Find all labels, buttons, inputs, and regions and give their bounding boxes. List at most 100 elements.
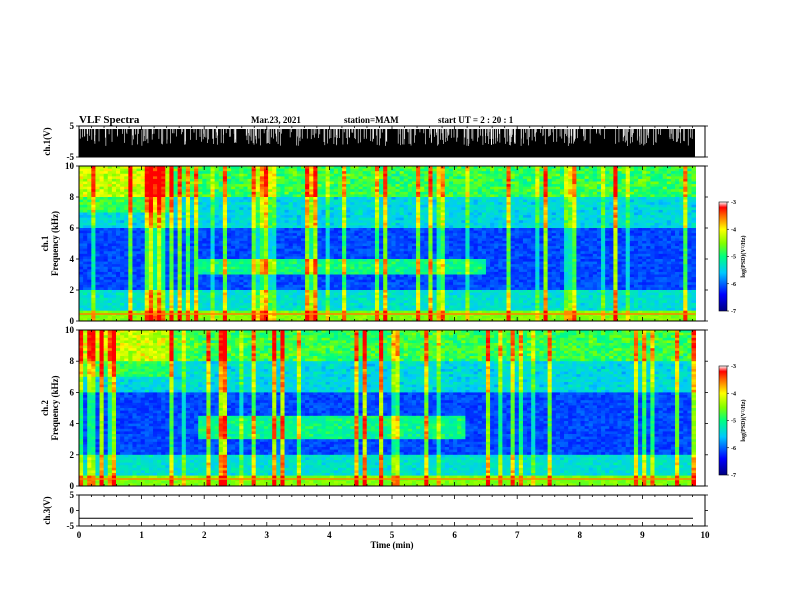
ch1-spectrogram-cell	[124, 235, 129, 239]
ch1-spectrogram-cell	[358, 173, 364, 177]
ch1-spectrogram-cell	[342, 269, 347, 273]
ch1-spectrogram-cell	[231, 261, 236, 265]
ch1-spectrogram-cell	[354, 287, 359, 291]
ch1-spectrogram-cell	[136, 168, 142, 172]
ch1-spectrogram-cell	[358, 287, 364, 291]
ch1-spectrogram-cell	[313, 215, 318, 219]
ch1-spectrogram-cell	[280, 271, 285, 275]
ch1-spectrogram-cell	[247, 308, 253, 312]
ch1-spectrogram-cell	[226, 290, 232, 293]
ch1-spectrogram-cell	[169, 243, 174, 247]
ch1-spectrogram-cell	[214, 191, 220, 195]
ch1-spectrogram-cell	[103, 240, 109, 244]
ch1-spectrogram-cell	[251, 305, 257, 309]
ch1-spectrogram-cell	[185, 215, 191, 219]
ch1-spectrogram-cell	[136, 225, 142, 229]
ch1-spectrogram-cell	[214, 209, 220, 213]
ch1-spectrogram-cell	[342, 173, 347, 177]
ch1-spectrogram-cell	[259, 228, 265, 231]
ch1-spectrogram-cell	[374, 259, 380, 262]
ch1-spectrogram-cell	[181, 315, 187, 319]
ch1-spectrogram-cell	[226, 310, 232, 314]
ch1-spectrogram-cell	[379, 171, 384, 175]
ch1-spectrogram-cell	[292, 302, 298, 306]
ch1-spectrogram-cell	[128, 228, 133, 231]
ch1-spectrogram-cell	[288, 308, 294, 312]
ch1-spectrogram-cell	[132, 233, 137, 237]
ch1-spectrogram-cell	[169, 264, 174, 268]
ch1-spectrogram-cell	[189, 184, 195, 188]
ch1-spectrogram-cell	[144, 173, 150, 177]
ch1-spectrogram-cell	[354, 215, 359, 219]
ch1-spectrogram-cell	[181, 202, 187, 206]
ch1-spectrogram-cell	[214, 261, 220, 265]
ch1-spectrogram-cell	[194, 282, 199, 286]
ch1-spectrogram-cell	[169, 277, 174, 281]
ch1-spectrogram-cell	[276, 240, 281, 244]
ch1-spectrogram-cell	[185, 207, 191, 211]
ch1-spectrogram-cell	[309, 202, 314, 206]
ch1-spectrogram-cell	[107, 264, 113, 268]
ch1-spectrogram-cell	[300, 215, 306, 219]
ch1-spectrogram-cell	[165, 225, 170, 229]
ch1-spectrogram-cell	[276, 178, 281, 182]
ch1-spectrogram-cell	[280, 256, 285, 260]
ch1-spectrogram-cell	[148, 189, 154, 193]
ch1-spectrogram-cell	[317, 178, 322, 182]
ch1-spectrogram-cell	[83, 220, 88, 224]
ch1-spectrogram-cell	[309, 246, 314, 250]
ch1-spectrogram-cell	[317, 261, 322, 265]
ch1-spectrogram-cell	[313, 238, 318, 242]
ch1-spectrogram-cell	[313, 186, 318, 190]
ch1-spectrogram-cell	[222, 217, 228, 221]
ch1-spectrogram-cell	[276, 295, 281, 299]
ch1-spectrogram-cell	[111, 248, 117, 252]
ch1-spectrogram-cell	[165, 246, 170, 250]
ch1-spectrogram-cell	[333, 277, 339, 281]
ch1-spectrogram-cell	[305, 215, 310, 219]
ch1-spectrogram-cell	[132, 235, 137, 239]
ch1-spectrogram-cell	[120, 248, 125, 252]
ch1-spectrogram-cell	[202, 253, 207, 257]
ch1-spectrogram-cell	[136, 259, 142, 262]
ch1-spectrogram-cell	[91, 277, 96, 281]
ch1-spectrogram-cell	[251, 209, 257, 213]
ch1-spectrogram-cell	[239, 253, 244, 257]
ch1-spectrogram-cell	[91, 248, 96, 252]
ch1-spectrogram-cell	[309, 168, 314, 172]
ch1-spectrogram-cell	[296, 271, 302, 275]
ch1-spectrogram-cell	[362, 191, 368, 195]
ch1-spectrogram-cell	[350, 173, 355, 177]
ch1-spectrogram-cell	[124, 287, 129, 291]
ch1-spectrogram-cell	[185, 171, 191, 175]
ch1-spectrogram-cell	[362, 212, 368, 216]
ch1-spectrogram-cell	[132, 248, 137, 252]
ch1-spectrogram-cell	[263, 248, 269, 252]
ch1-spectrogram-cell	[235, 222, 240, 226]
ch1-spectrogram-cell	[288, 220, 294, 224]
ch1-spectrogram-cell	[99, 240, 105, 244]
ch1-spectrogram-cell	[173, 233, 179, 237]
ch1-spectrogram-cell	[268, 222, 273, 226]
ch1-spectrogram-cell	[177, 259, 183, 262]
ch1-spectrogram-cell	[231, 189, 236, 193]
ch1-spectrogram-cell	[235, 217, 240, 221]
ch1-spectrogram-cell	[251, 295, 257, 299]
ch1-spectrogram-cell	[218, 282, 224, 286]
ch1-spectrogram-cell	[177, 212, 183, 216]
ch1-spectrogram-cell	[342, 197, 347, 200]
ch1-spectrogram-cell	[321, 240, 327, 244]
ch1-spectrogram-cell	[177, 222, 183, 226]
ch1-spectrogram-cell	[370, 240, 376, 244]
ch1-spectrogram-cell	[284, 230, 290, 234]
date-label: Mar.23, 2021	[251, 115, 301, 125]
ch1-spectrogram-cell	[235, 176, 240, 180]
ch1-spectrogram-cell	[177, 235, 183, 239]
ch1-spectrogram-cell	[350, 238, 355, 242]
ch1-spectrogram-cell	[231, 215, 236, 219]
ch1-spectrogram-cell	[120, 277, 125, 281]
ch1-spectrogram-cell	[321, 166, 327, 169]
ch1-spectrogram-cell	[79, 202, 84, 206]
ch1-spectrogram-cell	[140, 228, 146, 231]
ch1-spectrogram-cell	[337, 310, 343, 314]
